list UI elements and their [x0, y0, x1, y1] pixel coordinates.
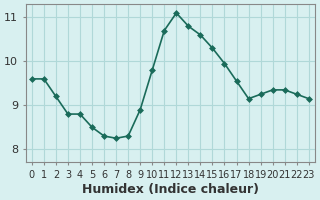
X-axis label: Humidex (Indice chaleur): Humidex (Indice chaleur) [82, 183, 259, 196]
